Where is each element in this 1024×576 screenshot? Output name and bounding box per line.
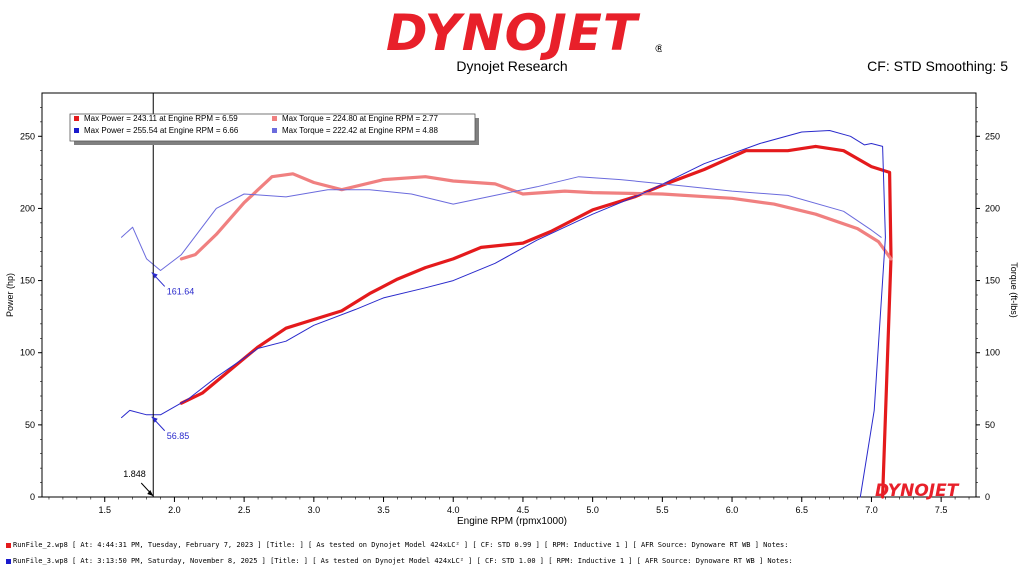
annotation-arrow-head [151,416,158,423]
legend-swatch [272,128,277,133]
dynojet-logo: DYNOJET ® [386,4,662,60]
run-info-1-text: RunFile_2.wp8 [ At: 4:44:31 PM, Tuesday,… [13,541,789,549]
x-tick-label: 5.5 [656,505,669,515]
y-axis-left-title: Power (hp) [5,272,16,318]
series-line-3 [121,130,886,498]
legend-swatch [74,116,79,121]
x-tick-label: 2.5 [238,505,251,515]
y-tick-label-left: 250 [20,131,35,141]
y-tick-label-left: 150 [20,276,35,286]
y-tick-label-left: 0 [30,492,35,502]
legend-swatch [272,116,277,121]
x-tick-label: 7.0 [865,505,878,515]
cursor-group: 1.848 [123,93,154,497]
x-tick-label: 6.5 [795,505,808,515]
y-tick-label-right: 250 [985,131,1000,141]
x-axis-title: Engine RPM (rpmx1000) [456,516,568,527]
svg-text:®: ® [654,42,662,55]
x-tick-label: 3.0 [308,505,321,515]
x-tick-label: 2.0 [168,505,181,515]
annotation-arrow-head [151,272,158,279]
x-tick-label: 5.0 [586,505,599,515]
legend-group: Max Power = 243.11 at Engine RPM = 6.59 M… [69,113,479,145]
series-line-2 [179,172,893,261]
series-line-4 [121,176,882,271]
y-tick-label-right: 0 [985,492,990,502]
x-tick-label: 3.5 [377,505,390,515]
x-tick-label: 4.5 [517,505,530,515]
y-tick-label-left: 50 [25,420,35,430]
x-axis-ticks: 1.5 2.0 2.5 3.0 3.5 4.0 4.5 5.0 5.5 6.0 6.5 7.0 7.5 [48,497,970,515]
cursor-arrow-head [147,490,154,496]
run-1-color-marker [6,542,11,548]
chart-subtitle: Dynojet Research [456,58,568,74]
y-tick-label-right: 100 [985,348,1000,358]
run-2-color-marker [6,558,11,564]
cursor-value-label: 1.848 [123,469,146,479]
legend-entry: Max Torque = 224.80 at Engine RPM = 2.77 [282,114,439,123]
x-tick-label: 4.0 [447,505,460,515]
cf-smoothing-label: CF: STD Smoothing: 5 [867,58,1008,74]
legend-entry: Max Power = 255.54 at Engine RPM = 6.66 [84,126,239,135]
legend-entry: Max Power = 243.11 at Engine RPM = 6.59 [84,114,238,123]
annotation-label: 56.85 [167,431,190,441]
series-line-1 [179,144,893,499]
y-axis-ticks: 0 0 50 50 100 100 150 150 200 200 250 250 [20,107,1000,502]
run-info-1: RunFile_2.wp8 [ At: 4:44:31 PM, Tuesday,… [6,541,788,549]
annotations-group: 161.64 56.85 [151,272,195,441]
legend-entry: Max Torque = 222.42 at Engine RPM = 4.88 [282,126,439,135]
x-tick-label: 7.5 [935,505,948,515]
y-tick-label-right: 150 [985,276,1000,286]
y-tick-label-left: 200 [20,203,35,213]
svg-text:DYNOJET: DYNOJET [386,4,641,60]
annotation-label: 161.64 [167,286,195,296]
run-info-2: RunFile_3.wp8 [ At: 3:13:50 PM, Saturday… [6,557,793,565]
y-tick-label-right: 200 [985,203,1000,213]
series-group [121,130,893,499]
svg-text:DYNOJET: DYNOJET [875,481,960,501]
y-tick-label-right: 50 [985,420,995,430]
y-tick-label-left: 100 [20,348,35,358]
legend-swatch [74,128,79,133]
x-tick-label: 6.0 [726,505,739,515]
run-info-2-text: RunFile_3.wp8 [ At: 3:13:50 PM, Saturday… [13,557,793,565]
x-tick-label: 1.5 [98,505,111,515]
watermark-logo: DYNOJET [875,481,960,501]
y-axis-right-title: Torque (ft-lbs) [1008,262,1019,318]
